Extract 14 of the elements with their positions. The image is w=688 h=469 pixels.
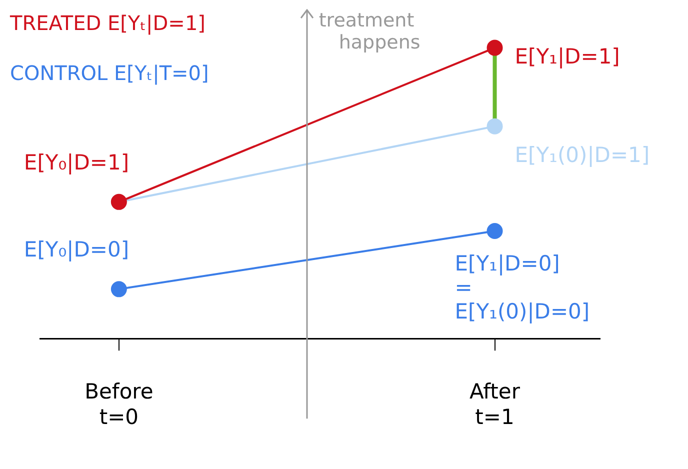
point [486, 118, 503, 134]
annotation: E[Y₁|D=0] = E[Y₁(0)|D=0] [454, 251, 590, 324]
annotation: E[Y₁(0)|D=1] [514, 142, 650, 167]
text: CONTROL E[Yₜ|T=0] [10, 61, 209, 86]
x-tick-label: After t=1 [470, 380, 520, 429]
annotation: E[Y₁|D=1] [514, 44, 620, 68]
annotation: E[Y₀|D=0] [24, 238, 130, 262]
point [486, 223, 503, 240]
text: TREATED E[Yₜ|D=1] [9, 11, 206, 36]
point [110, 281, 127, 298]
x-tick-label: Before t=0 [84, 380, 154, 429]
annotation: treatment happens [318, 9, 420, 54]
point [486, 40, 503, 56]
annotation: E[Y₀|D=1] [24, 150, 130, 174]
